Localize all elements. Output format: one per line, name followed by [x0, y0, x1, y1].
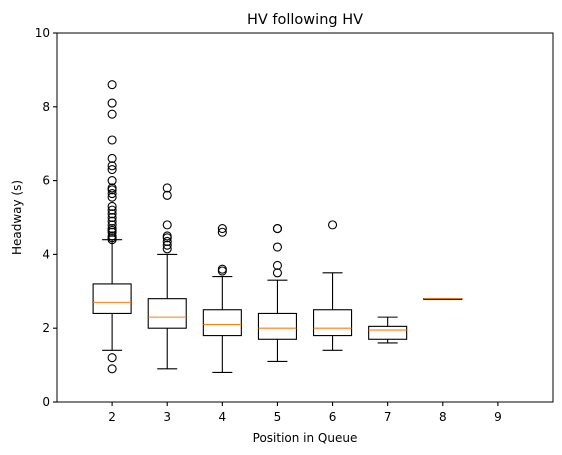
outlier-point [107, 164, 117, 175]
outlier-point [107, 364, 117, 374]
outlier-point [272, 224, 282, 234]
x-tick-label: 2 [108, 410, 116, 424]
outlier-point [272, 242, 282, 252]
outlier-point [217, 224, 227, 234]
y-axis-label: Headway (s) [10, 180, 24, 255]
outlier-point [162, 183, 172, 193]
outlier-point [328, 220, 338, 230]
iqr-box [202, 309, 242, 337]
y-tick-label: 8 [42, 100, 50, 114]
outlier-point [217, 266, 227, 276]
chart-title: HV following HV [247, 12, 363, 28]
y-tick-label: 4 [42, 247, 50, 261]
iqr-box [257, 312, 297, 340]
outlier-point [107, 201, 117, 211]
outlier-point [272, 268, 282, 278]
plot-frame [56, 32, 554, 403]
x-tick-label: 7 [384, 410, 392, 424]
outlier-point [162, 190, 172, 200]
outlier-point [107, 212, 117, 223]
x-tick-label: 9 [494, 410, 502, 424]
y-tick-label: 2 [42, 321, 50, 335]
iqr-box [368, 325, 408, 340]
outlier-point [272, 260, 282, 271]
outlier-point [107, 188, 117, 199]
outlier-point [162, 231, 172, 241]
plot-area: 0 2 4 6 8 10 2 3 4 5 6 7 8 9 [35, 26, 554, 424]
outlier-point [217, 227, 227, 237]
outlier-point [107, 135, 117, 145]
outlier-point [162, 236, 172, 247]
iqr-box [147, 298, 187, 329]
outlier-point [107, 231, 117, 241]
outlier-point [107, 353, 117, 363]
outlier-point [107, 161, 117, 171]
x-tick-label: 5 [274, 410, 282, 424]
y-tick-label: 0 [42, 395, 50, 409]
y-tick-label: 6 [42, 174, 50, 188]
outlier-point [107, 224, 117, 234]
outlier-point [162, 244, 172, 254]
outlier-point [162, 240, 172, 250]
outlier-point [107, 98, 117, 108]
outlier-point [162, 220, 172, 230]
outlier-point [217, 264, 227, 274]
outlier-point [107, 192, 117, 202]
outlier-point [107, 183, 117, 193]
iqr-box [313, 309, 353, 337]
outlier-point [107, 176, 117, 186]
y-tick-label: 10 [35, 26, 50, 40]
outlier-point [107, 205, 117, 215]
outlier-point [107, 216, 117, 226]
outlier-point [107, 209, 117, 219]
outlier-point [107, 220, 117, 230]
x-tick-label: 4 [219, 410, 227, 424]
iqr-box [92, 283, 132, 314]
x-tick-label: 6 [329, 410, 337, 424]
outlier-point [107, 80, 117, 90]
outlier-point [107, 109, 117, 119]
x-axis-label: Position in Queue [253, 431, 358, 445]
x-tick-label: 3 [163, 410, 171, 424]
x-tick-label: 8 [439, 410, 447, 424]
outlier-point [107, 153, 117, 164]
